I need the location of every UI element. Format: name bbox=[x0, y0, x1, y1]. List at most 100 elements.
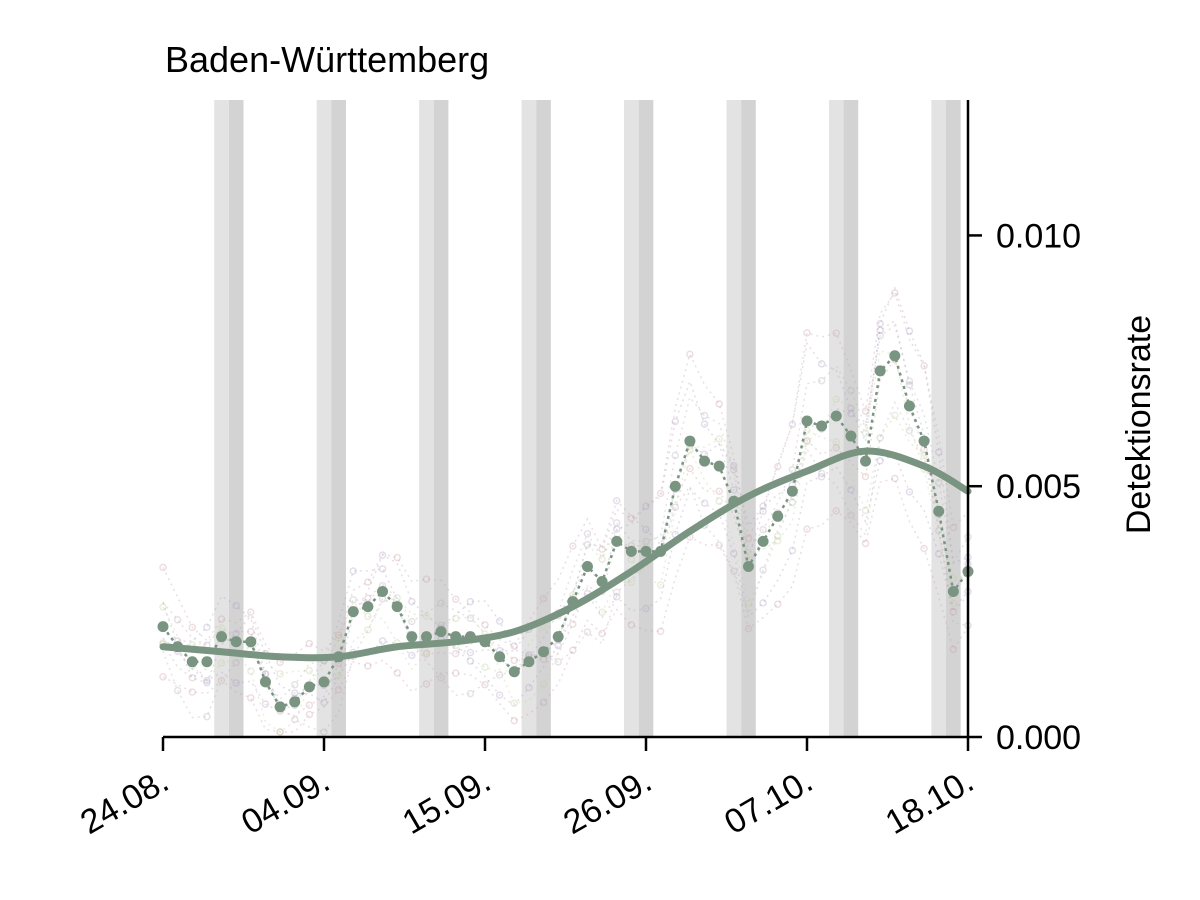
background-series-point bbox=[217, 659, 226, 667]
observed-point bbox=[172, 641, 184, 653]
background-series-point bbox=[817, 473, 826, 481]
background-series-point bbox=[422, 680, 431, 688]
weekend-band bbox=[433, 100, 449, 737]
background-series-point bbox=[788, 420, 797, 429]
background-series-point bbox=[934, 550, 943, 558]
background-series-point bbox=[744, 534, 753, 543]
background-series-point bbox=[539, 698, 548, 707]
background-series-point bbox=[466, 614, 475, 623]
observed-point bbox=[830, 410, 842, 422]
observed-point bbox=[347, 606, 359, 618]
observed-point bbox=[772, 510, 784, 522]
background-series-point bbox=[276, 670, 284, 678]
background-series-point bbox=[188, 673, 197, 682]
observed-point bbox=[655, 545, 667, 557]
background-series-point bbox=[510, 699, 519, 708]
background-series-point bbox=[510, 716, 519, 725]
background-series-point bbox=[583, 628, 592, 636]
background-series-point bbox=[247, 608, 255, 616]
background-series-point bbox=[861, 506, 870, 515]
background-series-point bbox=[730, 465, 738, 474]
background-series-point bbox=[203, 678, 211, 687]
background-series-point bbox=[759, 599, 767, 607]
background-series-point bbox=[569, 646, 577, 655]
background-series-point bbox=[847, 485, 855, 494]
observed-point bbox=[889, 350, 901, 362]
background-series-point bbox=[920, 362, 928, 370]
background-series-point bbox=[539, 594, 548, 603]
background-series-point bbox=[276, 728, 284, 736]
background-series-point bbox=[803, 426, 811, 435]
observed-point bbox=[362, 601, 374, 613]
background-series-point bbox=[759, 525, 767, 534]
observed-point bbox=[391, 601, 403, 613]
background-series-point bbox=[876, 457, 884, 465]
background-series-point bbox=[730, 549, 738, 558]
x-tick-label: 26.09. bbox=[557, 762, 658, 842]
background-series-point bbox=[949, 645, 958, 654]
background-series-point bbox=[422, 575, 431, 583]
background-series-point bbox=[481, 680, 489, 689]
observed-point bbox=[494, 651, 506, 663]
background-series-point bbox=[422, 650, 431, 658]
background-series-point bbox=[803, 525, 811, 533]
background-series-point bbox=[612, 525, 621, 533]
background-series-line bbox=[162, 350, 969, 733]
observed-point bbox=[918, 435, 930, 447]
background-series-line bbox=[162, 453, 969, 713]
background-series-point bbox=[349, 595, 358, 604]
observed-point bbox=[567, 596, 579, 608]
background-series-point bbox=[247, 627, 255, 636]
weekend-band bbox=[946, 100, 961, 737]
background-series-point bbox=[495, 671, 504, 679]
background-series-point bbox=[364, 626, 372, 634]
background-series-point bbox=[730, 461, 738, 470]
background-series-point bbox=[832, 329, 841, 337]
background-series-point bbox=[393, 594, 401, 602]
background-series-point bbox=[847, 409, 855, 418]
background-series-point bbox=[320, 698, 328, 707]
background-series-point bbox=[759, 507, 767, 516]
background-series-point bbox=[598, 629, 606, 638]
background-series-point bbox=[422, 612, 431, 620]
background-series-point bbox=[905, 488, 914, 496]
background-series-point bbox=[627, 578, 636, 587]
background-series-point bbox=[715, 400, 723, 408]
background-series-point bbox=[612, 593, 621, 601]
background-series-point bbox=[861, 429, 870, 437]
observed-point bbox=[318, 676, 330, 688]
background-series-point bbox=[188, 623, 197, 632]
weekend-band bbox=[726, 100, 742, 737]
background-series-point bbox=[510, 642, 519, 650]
background-series-point bbox=[803, 329, 811, 337]
background-series-point bbox=[656, 489, 665, 498]
background-series-line bbox=[162, 357, 969, 717]
observed-point bbox=[640, 545, 652, 557]
observed-point bbox=[333, 651, 345, 663]
background-series-point bbox=[832, 507, 841, 515]
background-series-point bbox=[891, 474, 899, 483]
background-series-point bbox=[393, 669, 401, 677]
weekend-band bbox=[316, 100, 332, 737]
observed-point bbox=[377, 586, 389, 598]
background-series-point bbox=[305, 701, 314, 709]
background-series-point bbox=[891, 411, 899, 420]
background-series-point bbox=[261, 700, 270, 708]
background-series-point bbox=[700, 420, 709, 428]
background-series-point bbox=[290, 715, 299, 724]
background-series-point bbox=[700, 411, 709, 420]
background-series-point bbox=[495, 617, 504, 625]
observed-point bbox=[479, 636, 491, 648]
observed-point bbox=[420, 631, 432, 643]
x-tick-label: 18.10. bbox=[879, 762, 980, 842]
background-series-point bbox=[203, 676, 211, 685]
background-series-point bbox=[422, 648, 431, 657]
background-series-point bbox=[715, 541, 723, 549]
background-series-point bbox=[788, 466, 797, 474]
background-series-point bbox=[905, 377, 914, 386]
background-series-point bbox=[466, 657, 475, 665]
background-series-point bbox=[437, 599, 445, 607]
background-series-point bbox=[173, 686, 182, 695]
background-series-point bbox=[773, 462, 782, 471]
